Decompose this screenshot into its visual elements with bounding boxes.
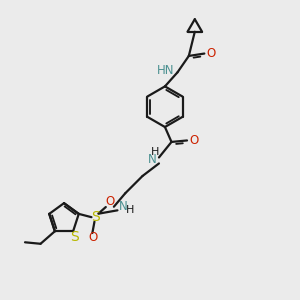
- Text: O: O: [106, 195, 115, 208]
- Text: N: N: [148, 153, 157, 167]
- Text: H: H: [151, 147, 160, 157]
- Text: H: H: [126, 205, 134, 215]
- Text: N: N: [118, 200, 127, 213]
- Text: HN: HN: [158, 64, 175, 77]
- Text: O: O: [88, 231, 98, 244]
- Text: S: S: [91, 210, 100, 224]
- Text: O: O: [189, 134, 198, 147]
- Text: O: O: [206, 47, 215, 60]
- Text: S: S: [70, 230, 79, 244]
